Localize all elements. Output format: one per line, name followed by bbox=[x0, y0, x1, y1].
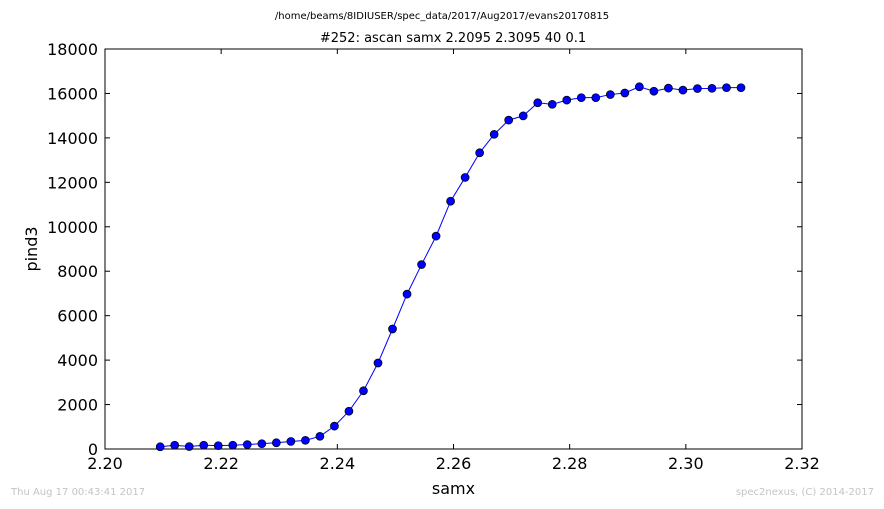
chart-title: #252: ascan samx 2.2095 2.3095 40 0.1 bbox=[320, 31, 586, 46]
y-tick-label: 10000 bbox=[47, 218, 98, 237]
y-axis: 0 2000 4000 6000 8000 10000 12000 14000 16000 180… bbox=[47, 40, 802, 459]
y-tick-label: 6000 bbox=[57, 307, 98, 326]
data-point bbox=[533, 98, 543, 108]
data-point bbox=[707, 83, 717, 93]
y-tick-label: 18000 bbox=[47, 40, 98, 59]
data-point bbox=[184, 442, 194, 451]
y-tick-label: 14000 bbox=[47, 129, 98, 148]
data-point bbox=[315, 431, 325, 441]
data-point bbox=[228, 440, 238, 450]
data-point bbox=[620, 88, 630, 98]
data-point bbox=[199, 440, 209, 450]
x-tick-label: 2.32 bbox=[784, 454, 820, 473]
data-point bbox=[417, 260, 426, 269]
data-point bbox=[301, 435, 310, 445]
y-tick-label: 0 bbox=[88, 440, 98, 459]
x-tick-label: 2.28 bbox=[552, 454, 588, 473]
data-point bbox=[170, 440, 180, 450]
data-point bbox=[678, 85, 688, 95]
data-point bbox=[576, 93, 586, 103]
data-point bbox=[271, 438, 281, 448]
y-tick-label: 2000 bbox=[57, 396, 98, 415]
data-point bbox=[649, 86, 659, 96]
data-point bbox=[736, 83, 746, 93]
x-tick-label: 2.20 bbox=[87, 454, 123, 473]
data-point bbox=[446, 196, 455, 206]
credit-text: spec2nexus, (C) 2014-2017 bbox=[735, 487, 874, 498]
timestamp-text: Thu Aug 17 00:43:41 2017 bbox=[11, 487, 146, 498]
y-tick-label: 12000 bbox=[47, 173, 98, 192]
data-point bbox=[547, 99, 557, 109]
data-point bbox=[257, 439, 267, 449]
y-axis-label: pind3 bbox=[22, 226, 41, 271]
data-point bbox=[431, 231, 441, 241]
data-point bbox=[388, 324, 397, 334]
x-tick-label: 2.22 bbox=[203, 454, 239, 473]
data-point bbox=[693, 84, 702, 93]
data-point bbox=[562, 95, 572, 105]
data-point bbox=[722, 83, 731, 93]
data-point bbox=[330, 421, 339, 431]
data-point bbox=[373, 358, 383, 368]
x-axis-label: samx bbox=[432, 479, 475, 498]
data-point bbox=[591, 93, 601, 103]
x-tick-label: 2.24 bbox=[320, 454, 356, 473]
data-point bbox=[605, 90, 615, 99]
data-point bbox=[504, 115, 514, 125]
file-path-header: /home/beams/8IDIUSER/spec_data/2017/Aug2… bbox=[275, 11, 609, 22]
y-tick-label: 16000 bbox=[47, 84, 98, 103]
y-tick-label: 8000 bbox=[57, 262, 98, 281]
series-pind3 bbox=[155, 82, 746, 452]
y-tick-label: 4000 bbox=[57, 351, 98, 370]
data-point bbox=[242, 440, 252, 449]
x-tick-label: 2.26 bbox=[436, 454, 472, 473]
data-point bbox=[664, 83, 673, 93]
data-point bbox=[635, 82, 644, 92]
data-point bbox=[489, 129, 499, 139]
data-point bbox=[344, 406, 354, 416]
data-point bbox=[518, 111, 528, 121]
data-point bbox=[286, 437, 296, 446]
plot-area bbox=[104, 48, 803, 450]
x-tick-label: 2.30 bbox=[668, 454, 704, 473]
data-point bbox=[402, 289, 412, 299]
data-point bbox=[359, 386, 368, 396]
data-point bbox=[460, 173, 470, 182]
data-point bbox=[475, 148, 484, 158]
x-axis: 2.20 2.22 2.24 2.26 2.28 2.30 2.32 bbox=[87, 49, 820, 473]
data-point bbox=[213, 441, 223, 451]
data-point bbox=[155, 442, 165, 452]
